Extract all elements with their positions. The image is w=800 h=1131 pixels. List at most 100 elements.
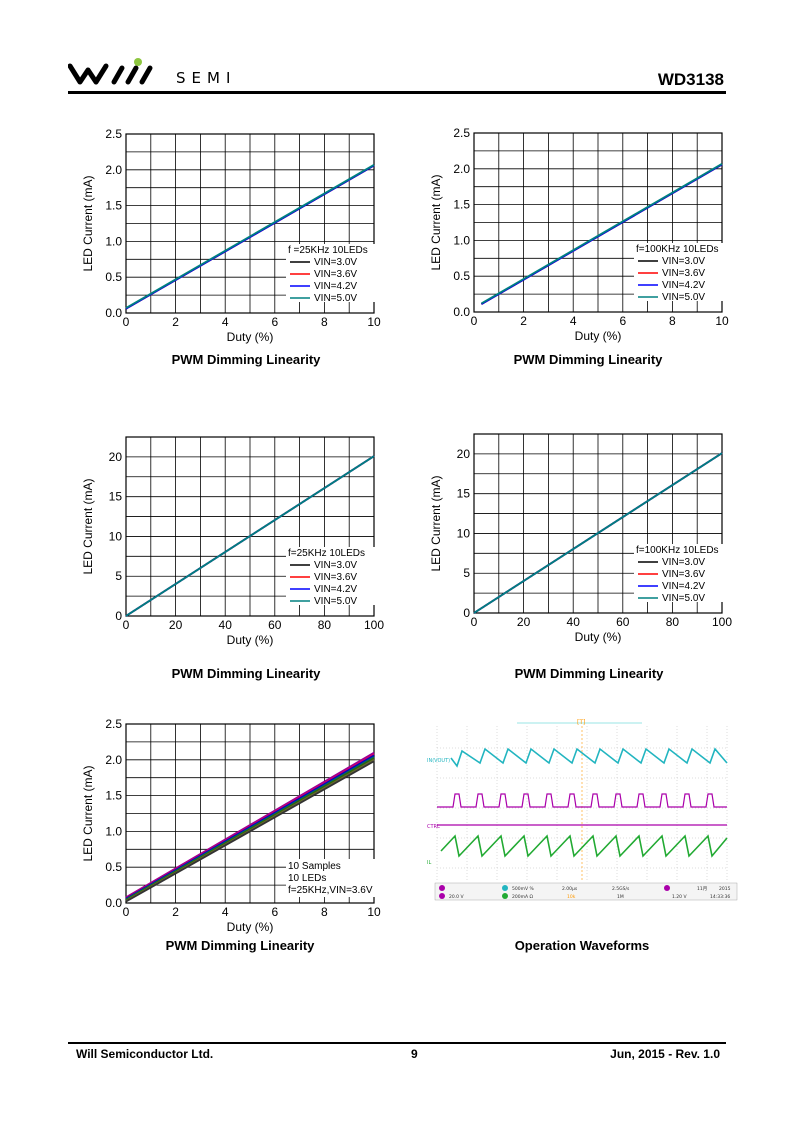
x-tick-label: 60	[616, 615, 630, 629]
x-tick-label: 40	[219, 618, 233, 632]
y-tick-label: 1.0	[453, 233, 470, 247]
y-tick-label: 15	[457, 487, 471, 501]
ch2-label: CTRL	[427, 824, 440, 830]
x-axis-label: Duty (%)	[227, 920, 274, 934]
y-tick-label: 2.5	[105, 717, 122, 731]
x-tick-label: 2	[520, 314, 527, 328]
scope-timebase: 2.00μs	[562, 886, 578, 892]
legend-title: f=25KHz 10LEDs	[288, 548, 365, 559]
scope-ch2-scale: 20.0 V	[449, 894, 464, 900]
x-tick-label: 80	[318, 618, 332, 632]
caption-chart-2: PWM Dimming Linearity	[513, 352, 663, 367]
will-semi-logo	[68, 58, 153, 85]
plot-frame	[125, 436, 375, 617]
x-tick-label: 6	[271, 905, 278, 919]
legend-entry: VIN=3.0V	[314, 257, 357, 268]
y-tick-label: 0.0	[105, 896, 122, 910]
plot-frame	[125, 723, 375, 904]
y-tick-label: 15	[109, 490, 123, 504]
legend-entry: VIN=5.0V	[314, 293, 357, 304]
ch1-label: IN(VOUT)	[427, 758, 450, 764]
legend-entry: VIN=3.0V	[662, 256, 705, 267]
x-axis-label: Duty (%)	[227, 330, 274, 344]
series-line	[125, 760, 375, 903]
y-tick-label: 0.5	[453, 269, 470, 283]
x-tick-label: 2	[172, 315, 179, 329]
legend-entry: VIN=3.6V	[314, 269, 357, 280]
legend-entry: VIN=3.6V	[662, 268, 705, 279]
legend-background	[286, 244, 376, 302]
footer-date-revision: Jun, 2015 - Rev. 1.0	[610, 1047, 720, 1061]
chart-pwm-100khz-low: 0 2 4 6 8 10 0.0 0.5 1.0 1.5 2.0 2.5 Duty (%) LED Cur…	[429, 126, 729, 343]
oscilloscope-waveforms: [T] IN(VOUT) CTRL IL 20.0 V 500mV % 200m…	[427, 718, 738, 901]
header-rule	[68, 91, 726, 94]
legend-background	[634, 243, 724, 301]
x-tick-label: 0	[471, 314, 478, 328]
legend-title: f=100KHz 10LEDs	[636, 244, 719, 255]
legend-entry: VIN=5.0V	[314, 596, 357, 607]
scope-date-month: 11月	[697, 886, 707, 892]
scope-date-year: 2015	[719, 886, 731, 892]
y-tick-label: 20	[457, 447, 471, 461]
y-tick-label: 2.0	[105, 753, 122, 767]
x-tick-label: 8	[669, 314, 676, 328]
x-tick-label: 0	[471, 615, 478, 629]
x-tick-label: 8	[321, 315, 328, 329]
y-tick-label: 0	[463, 606, 470, 620]
legend-entry: VIN=4.2V	[662, 581, 705, 592]
legend-background	[286, 859, 376, 897]
series-line	[125, 455, 375, 617]
y-tick-label: 5	[115, 569, 122, 583]
x-tick-label: 0	[123, 618, 130, 632]
legend-entry: VIN=5.0V	[662, 593, 705, 604]
y-axis-label: LED Current (mA)	[81, 478, 95, 574]
x-tick-label: 100	[712, 615, 732, 629]
plot-frame	[473, 433, 723, 614]
trigger-marker: [T]	[577, 719, 585, 726]
legend-entry: 10 LEDs	[288, 873, 326, 884]
brand-text: SEMI	[176, 69, 237, 87]
caption-chart-1: PWM Dimming Linearity	[171, 352, 321, 367]
x-tick-label: 40	[567, 615, 581, 629]
y-tick-label: 0.0	[105, 306, 122, 320]
x-tick-label: 0	[123, 315, 130, 329]
y-tick-label: 1.0	[105, 234, 122, 248]
x-tick-label: 4	[222, 905, 229, 919]
x-axis-label: Duty (%)	[575, 630, 622, 644]
series-line	[125, 164, 375, 309]
scope-ch1-scale: 500mV %	[512, 886, 534, 892]
caption-chart-4: PWM Dimming Linearity	[514, 666, 664, 681]
y-tick-label: 0	[115, 609, 122, 623]
legend-entry: VIN=3.0V	[662, 557, 705, 568]
y-tick-label: 2.0	[105, 163, 122, 177]
plot-frame	[473, 132, 723, 313]
scope-record: 10k	[567, 894, 576, 900]
x-tick-label: 20	[169, 618, 183, 632]
chart-pwm-25khz-low: 0 2 4 6 8 10 0.0 0.5 1.0 1.5 2.0 2.5 Duty (%) LED Cur…	[81, 127, 381, 344]
scope-sample-rate: 2.5GS/s	[612, 886, 630, 892]
chart-pwm-100khz-full: 0 20 40 60 80 100 0 5 10 15 20 Duty (%) LED Current …	[429, 433, 732, 644]
x-tick-label: 10	[715, 314, 729, 328]
legend-background	[634, 544, 724, 602]
y-tick-label: 0.5	[105, 270, 122, 284]
y-axis-label: LED Current (mA)	[81, 765, 95, 861]
y-tick-label: 1.5	[453, 198, 470, 212]
y-axis-label: LED Current (mA)	[429, 174, 443, 270]
y-tick-label: 5	[463, 566, 470, 580]
legend-entry: VIN=5.0V	[662, 292, 705, 303]
y-tick-label: 2.5	[105, 127, 122, 141]
y-tick-label: 2.5	[453, 126, 470, 140]
series-line	[480, 163, 723, 305]
x-tick-label: 6	[271, 315, 278, 329]
plot-frame	[125, 133, 375, 314]
legend-entry: VIN=3.0V	[314, 560, 357, 571]
y-tick-label: 10	[457, 526, 471, 540]
x-tick-label: 6	[619, 314, 626, 328]
footer-page-number: 9	[411, 1047, 418, 1061]
legend-title: f=100KHz 10LEDs	[636, 545, 719, 556]
x-tick-label: 2	[172, 905, 179, 919]
x-tick-label: 8	[321, 905, 328, 919]
legend-background	[286, 547, 376, 605]
ch3-label: IL	[427, 860, 431, 866]
y-axis-label: LED Current (mA)	[81, 175, 95, 271]
